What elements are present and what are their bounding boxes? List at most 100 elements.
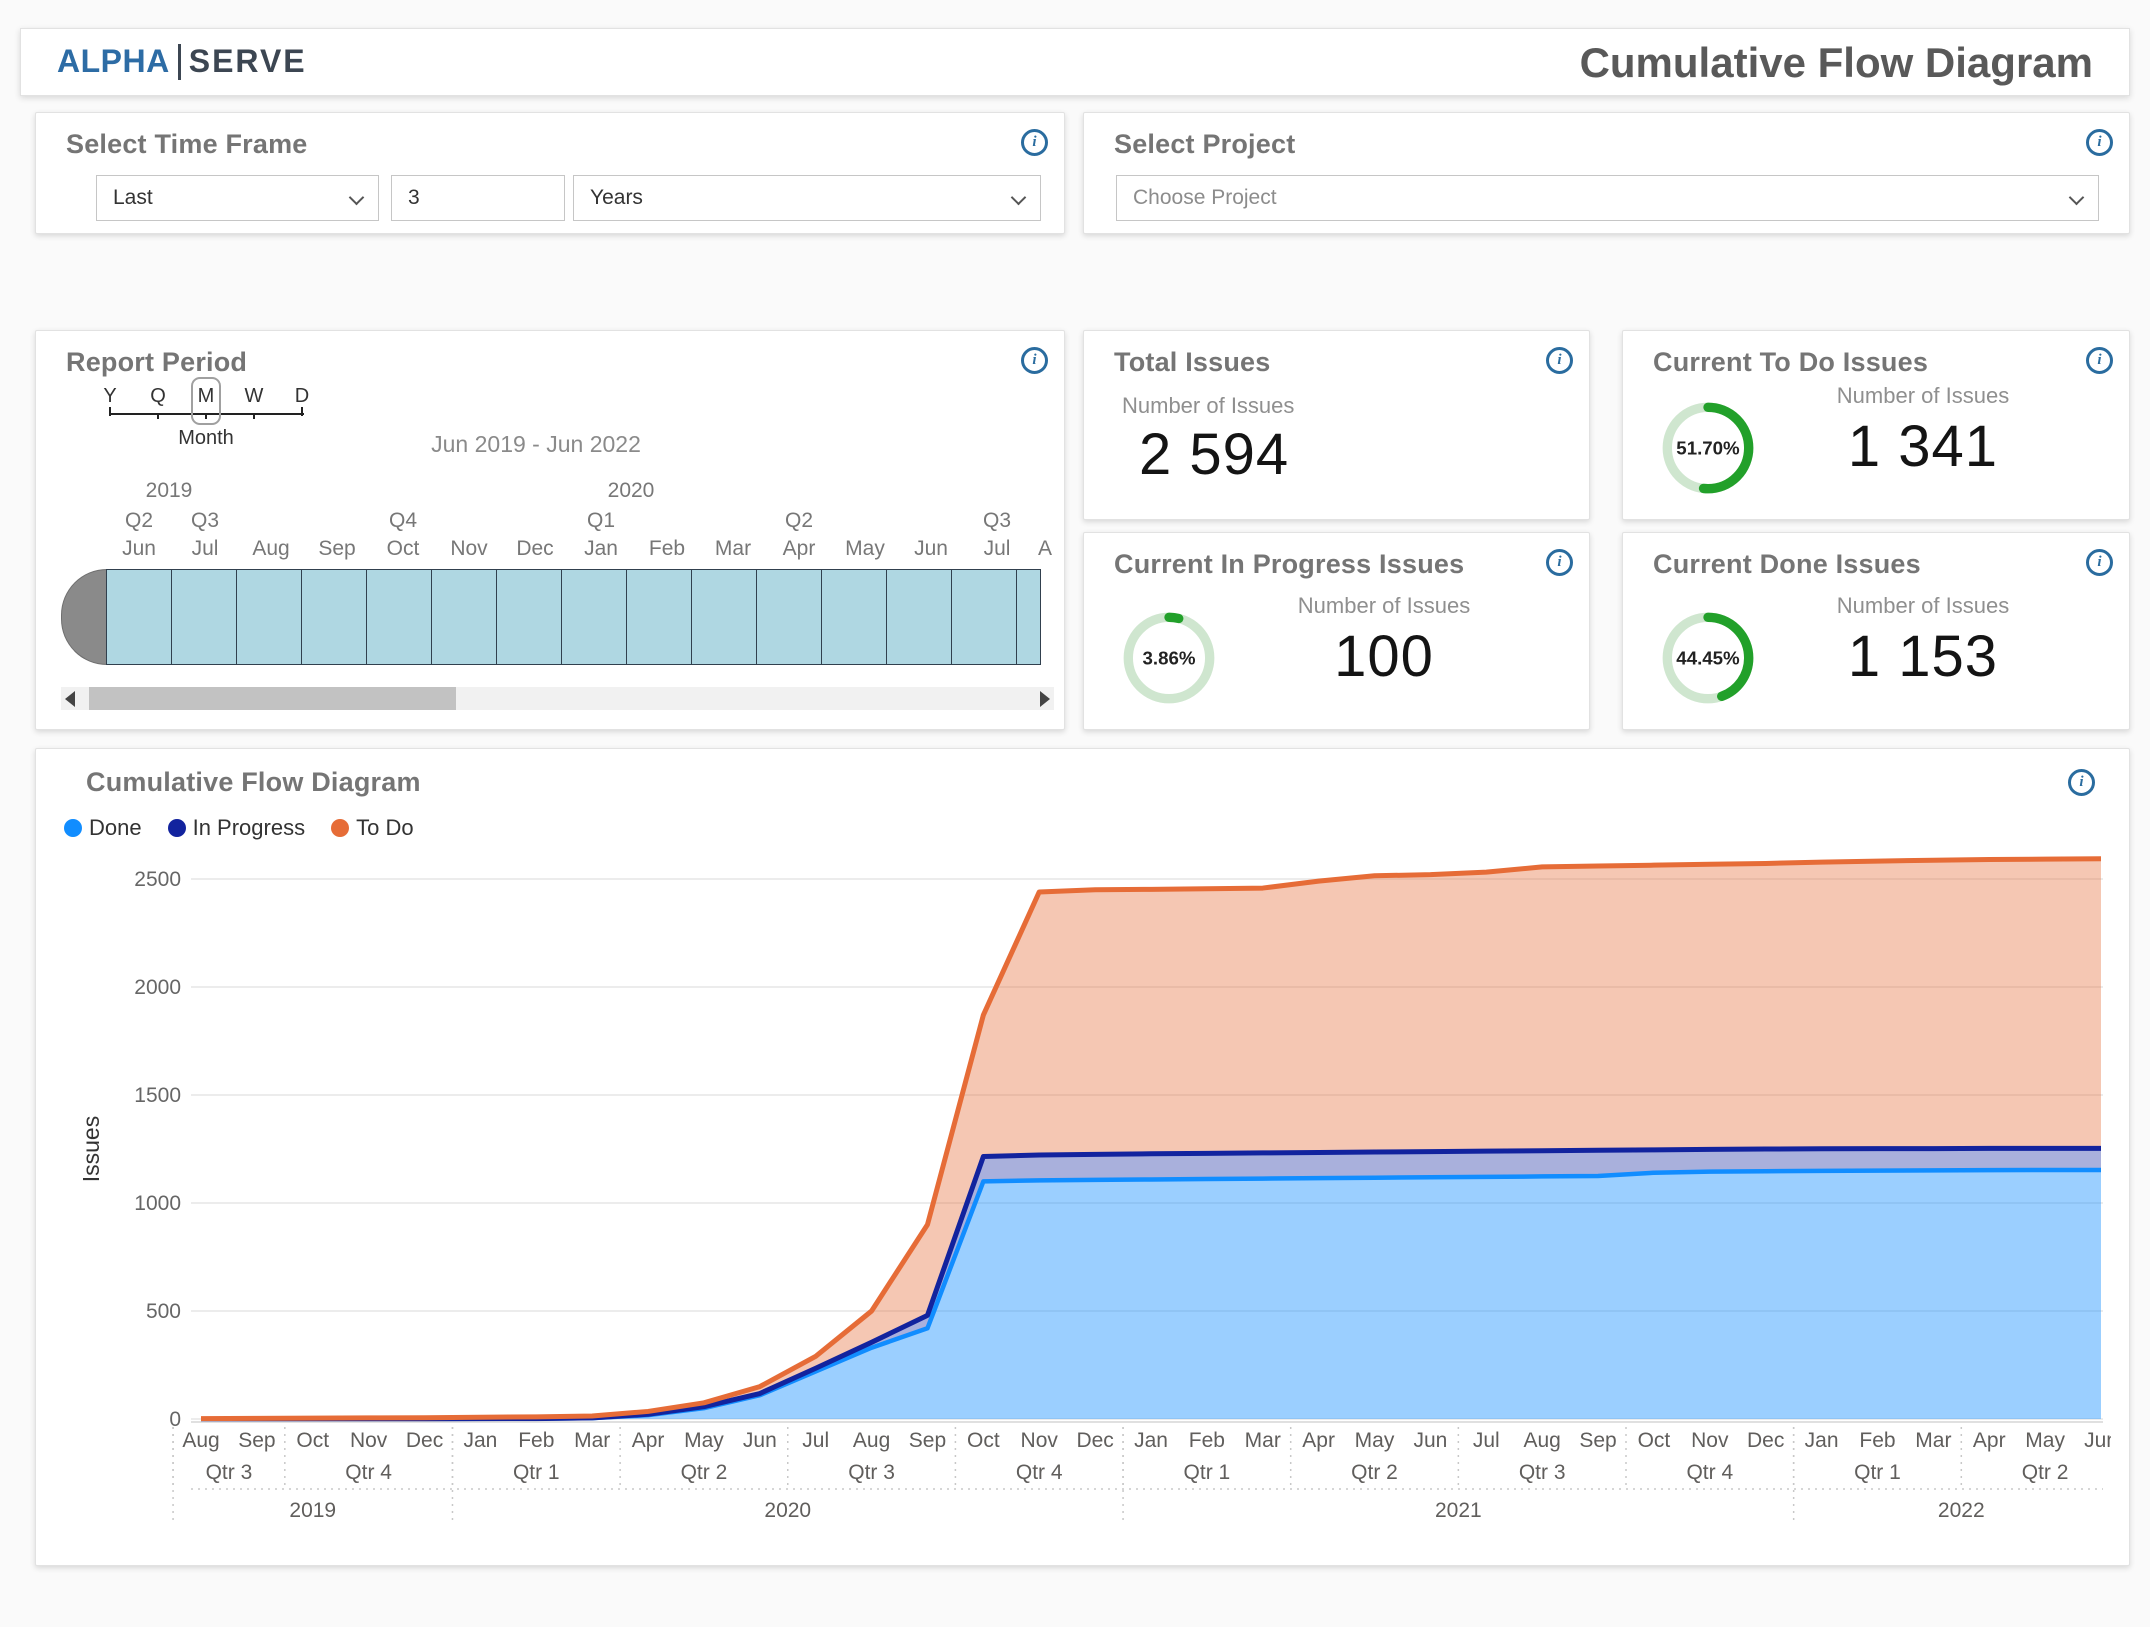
kpi-value: 1 153 xyxy=(1783,623,2063,690)
svg-text:Jun: Jun xyxy=(743,1429,777,1452)
timeframe-unit-dropdown[interactable]: Years xyxy=(573,175,1041,221)
project-title: Select Project xyxy=(1114,129,1295,160)
svg-text:Qtr 3: Qtr 3 xyxy=(848,1461,895,1484)
timeframe-unit-value: Years xyxy=(590,186,643,210)
timeline-cell[interactable] xyxy=(1016,569,1041,665)
svg-text:Feb: Feb xyxy=(518,1429,554,1452)
svg-text:Qtr 3: Qtr 3 xyxy=(1519,1461,1566,1484)
svg-text:Mar: Mar xyxy=(1245,1429,1281,1452)
report-range-label: Jun 2019 - Jun 2022 xyxy=(366,431,706,458)
svg-text:Jun: Jun xyxy=(1413,1429,1447,1452)
info-icon[interactable]: i xyxy=(2068,769,2095,796)
legend-item-to-do[interactable]: To Do xyxy=(331,815,413,841)
timeline-month-label: May xyxy=(845,537,885,561)
timeline-cell[interactable] xyxy=(301,569,367,665)
info-icon[interactable]: i xyxy=(2086,347,2113,374)
timeline-cell[interactable] xyxy=(756,569,822,665)
timeline-cell[interactable] xyxy=(496,569,562,665)
svg-text:Jun: Jun xyxy=(2084,1429,2111,1452)
info-icon[interactable]: i xyxy=(1546,549,1573,576)
legend-dot-to-do xyxy=(331,819,349,837)
time-frame-panel: Select Time Frame i Last Years xyxy=(35,112,1065,234)
svg-text:Qtr 2: Qtr 2 xyxy=(1351,1461,1398,1484)
timeline-scrollbar xyxy=(61,687,1054,710)
timeline-cell[interactable] xyxy=(171,569,237,665)
timeframe-number-input[interactable] xyxy=(408,186,548,210)
timeline-cell[interactable] xyxy=(951,569,1017,665)
timeline-quarter-label: Q1 xyxy=(587,509,615,533)
granularity-slider[interactable]: YQMMonthWD xyxy=(96,383,366,461)
chevron-down-icon xyxy=(349,190,365,206)
granularity-option-Y[interactable]: Y xyxy=(103,385,116,408)
timeline-month-label: Apr xyxy=(783,537,816,561)
svg-text:2500: 2500 xyxy=(134,868,181,891)
kpi-in-progress-issues: Current In Progress Issues i 3.86% Numbe… xyxy=(1083,532,1590,730)
timeline-month-label: Dec xyxy=(516,537,553,561)
timeline-cell[interactable] xyxy=(236,569,302,665)
kpi-title: Current In Progress Issues xyxy=(1114,549,1464,580)
done-percent-donut: 44.45% xyxy=(1653,603,1763,713)
timeline-cell[interactable] xyxy=(431,569,497,665)
granularity-selected-box xyxy=(191,377,221,425)
svg-text:May: May xyxy=(1355,1429,1395,1452)
timeline-months-row: JunJulAugSepOctNovDecJanFebMarAprMayJunJ… xyxy=(36,537,1064,563)
svg-text:Apr: Apr xyxy=(1302,1429,1335,1452)
svg-text:Qtr 1: Qtr 1 xyxy=(1854,1461,1901,1484)
granularity-option-D[interactable]: D xyxy=(295,385,309,408)
svg-text:Qtr 1: Qtr 1 xyxy=(513,1461,560,1484)
legend-item-in-progress[interactable]: In Progress xyxy=(168,815,306,841)
info-icon[interactable]: i xyxy=(2086,129,2113,156)
chevron-down-icon xyxy=(1011,190,1027,206)
legend-item-done[interactable]: Done xyxy=(64,815,142,841)
granularity-option-Q[interactable]: Q xyxy=(150,385,166,408)
info-icon[interactable]: i xyxy=(1021,129,1048,156)
svg-text:Mar: Mar xyxy=(574,1429,610,1452)
timeline-month-label: Jan xyxy=(584,537,618,561)
svg-text:May: May xyxy=(684,1429,724,1452)
timeframe-mode-dropdown[interactable]: Last xyxy=(96,175,379,221)
scroll-left-arrow[interactable] xyxy=(65,691,75,707)
kpi-subtitle: Number of Issues xyxy=(1244,593,1524,619)
timeline-cell[interactable] xyxy=(106,569,172,665)
legend-dot-done xyxy=(64,819,82,837)
in-progress-percent-donut: 3.86% xyxy=(1114,603,1224,713)
timeline-cell[interactable] xyxy=(691,569,757,665)
report-period-title: Report Period xyxy=(66,347,247,378)
info-icon[interactable]: i xyxy=(2086,549,2113,576)
svg-text:Jan: Jan xyxy=(1805,1429,1839,1452)
svg-text:1000: 1000 xyxy=(134,1192,181,1215)
report-period-panel: Report Period i YQMMonthWD Jun 2019 - Ju… xyxy=(35,330,1065,730)
kpi-subtitle: Number of Issues xyxy=(1122,393,1294,419)
timeframe-number-box xyxy=(391,175,565,221)
svg-text:Aug: Aug xyxy=(1523,1429,1560,1452)
scrollbar-thumb[interactable] xyxy=(89,687,456,710)
svg-text:Qtr 4: Qtr 4 xyxy=(345,1461,392,1484)
page-title: Cumulative Flow Diagram xyxy=(1580,39,2093,87)
timeline-cell[interactable] xyxy=(886,569,952,665)
donut-percent-label: 44.45% xyxy=(1676,648,1740,669)
svg-text:Aug: Aug xyxy=(182,1429,219,1452)
timeline-cell[interactable] xyxy=(561,569,627,665)
svg-text:Qtr 3: Qtr 3 xyxy=(206,1461,253,1484)
timeline-cell[interactable] xyxy=(366,569,432,665)
timeline-quarters-row: Q2Q3Q4Q1Q2Q3 xyxy=(36,509,1064,535)
timeline-cell[interactable] xyxy=(626,569,692,665)
project-dropdown[interactable]: Choose Project xyxy=(1116,175,2099,221)
logo-serve: SERVE xyxy=(189,43,307,80)
todo-percent-donut: 51.70% xyxy=(1653,393,1763,503)
scroll-right-arrow[interactable] xyxy=(1040,691,1050,707)
logo-divider xyxy=(178,44,181,80)
svg-text:Sep: Sep xyxy=(238,1429,275,1452)
timeline-cell[interactable] xyxy=(821,569,887,665)
timeline-month-label: Jul xyxy=(192,537,219,561)
svg-text:2022: 2022 xyxy=(1938,1499,1985,1522)
timeline-quarter-label: Q2 xyxy=(125,509,153,533)
info-icon[interactable]: i xyxy=(1021,347,1048,374)
info-icon[interactable]: i xyxy=(1546,347,1573,374)
svg-text:0: 0 xyxy=(169,1408,181,1431)
kpi-value: 100 xyxy=(1244,623,1524,690)
granularity-option-W[interactable]: W xyxy=(245,385,264,408)
kpi-value: 1 341 xyxy=(1783,413,2063,480)
kpi-title: Current Done Issues xyxy=(1653,549,1921,580)
svg-text:Qtr 2: Qtr 2 xyxy=(681,1461,728,1484)
